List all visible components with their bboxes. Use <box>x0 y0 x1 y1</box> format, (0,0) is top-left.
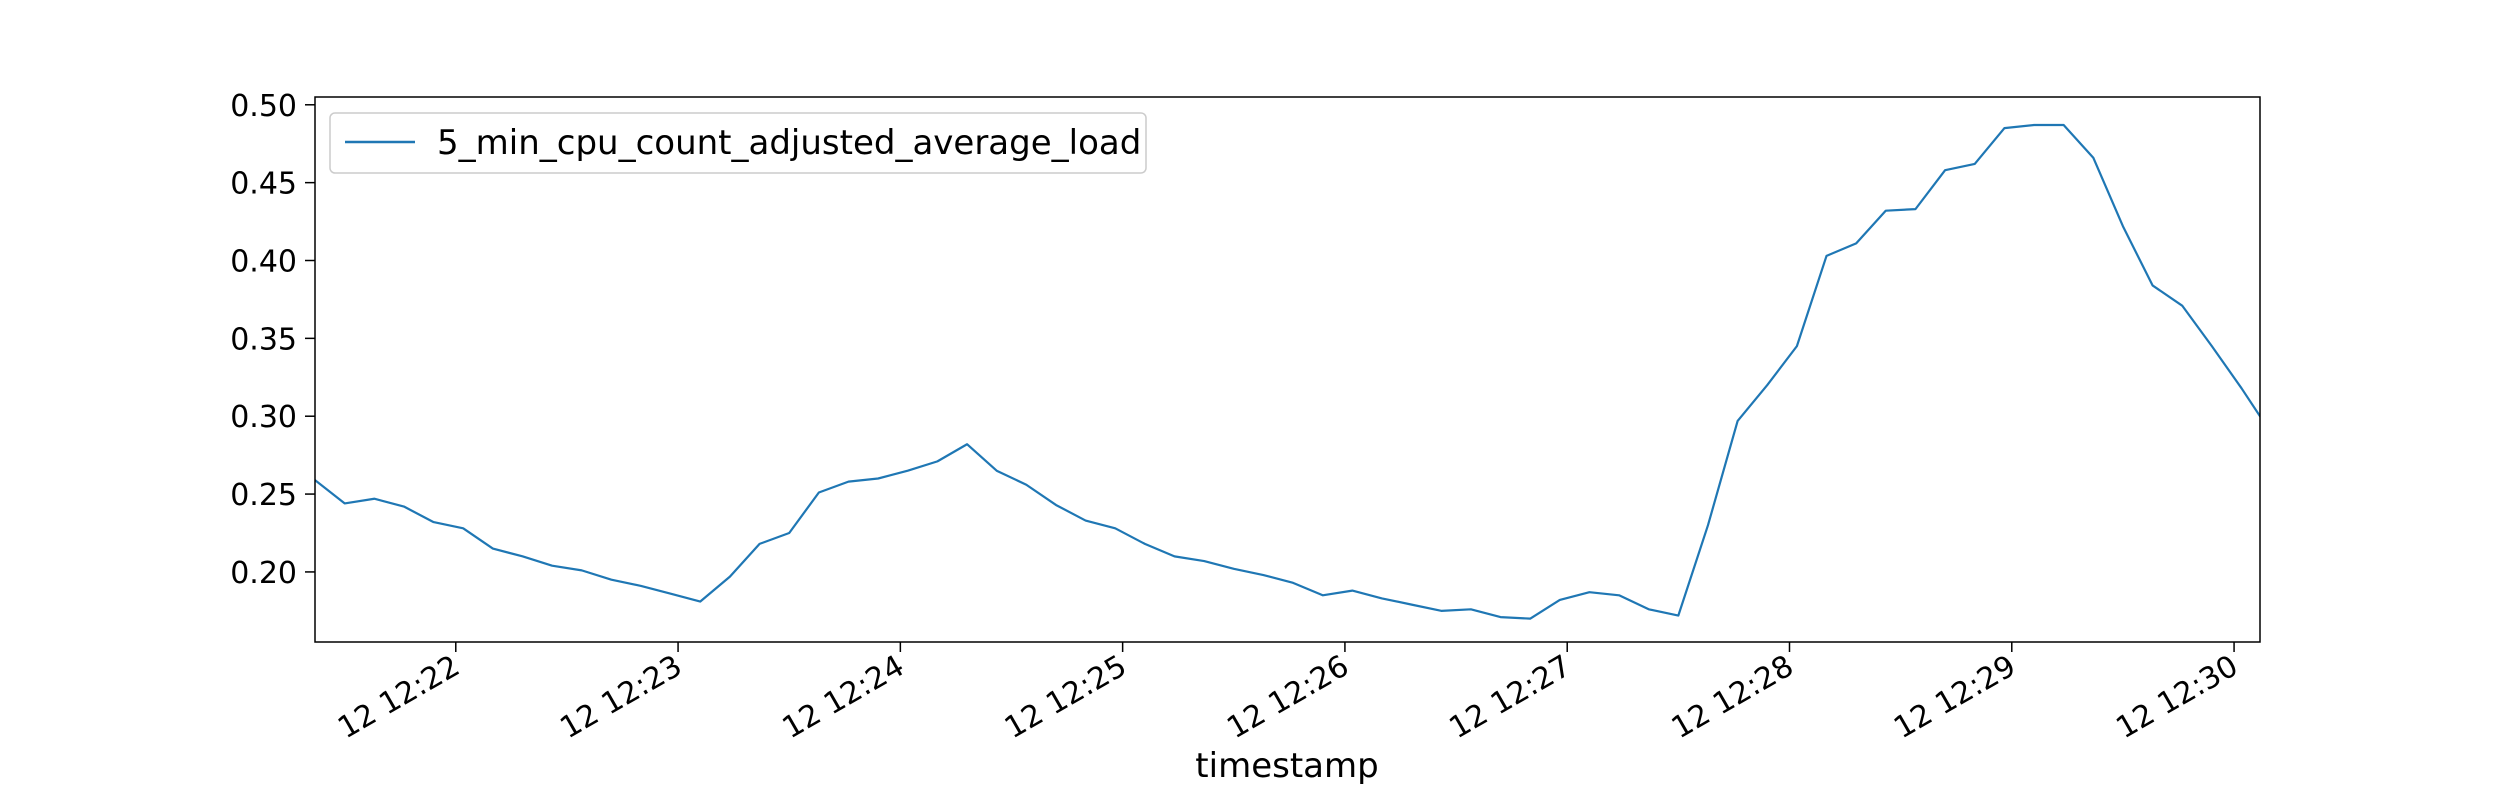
plot-area-background <box>315 97 2260 642</box>
plot-frame <box>314 96 2261 643</box>
x-axis-label: timestamp <box>1195 746 1378 786</box>
y-tick-label: 0.20 <box>230 556 297 591</box>
series-layer <box>315 123 2260 620</box>
y-tick-label: 0.25 <box>230 478 297 513</box>
x-tick-label: 12 12:22 <box>332 649 466 746</box>
legend: 5_min_cpu_count_adjusted_average_load <box>329 112 1147 174</box>
y-tick-label: 0.45 <box>230 167 297 202</box>
x-tick-label: 12 12:30 <box>2110 649 2244 746</box>
x-tick-label: 12 12:27 <box>1444 649 1578 746</box>
y-tick-label: 0.50 <box>230 89 297 124</box>
x-tick-label: 12 12:25 <box>999 649 1133 746</box>
x-tick-label: 12 12:23 <box>554 649 688 746</box>
x-tick-label: 12 12:28 <box>1666 649 1800 746</box>
y-tick-label: 0.40 <box>230 245 297 280</box>
x-tick-label: 12 12:29 <box>1888 649 2022 746</box>
x-tick-label: 12 12:26 <box>1221 649 1355 746</box>
x-axis: 12 12:22 12 12:23 12 12:24 12 12:25 12 12:26… <box>332 642 2244 746</box>
series-line-0 <box>315 123 2260 620</box>
legend-frame <box>329 112 1147 174</box>
y-tick-label: 0.35 <box>230 322 297 357</box>
legend-label: 5_min_cpu_count_adjusted_average_load <box>437 123 1141 163</box>
y-tick-label: 0.30 <box>230 400 297 435</box>
y-axis: 0.20 0.25 0.30 0.35 0.40 0.45 0.50 <box>230 89 315 591</box>
x-tick-label: 12 12:24 <box>777 649 911 746</box>
